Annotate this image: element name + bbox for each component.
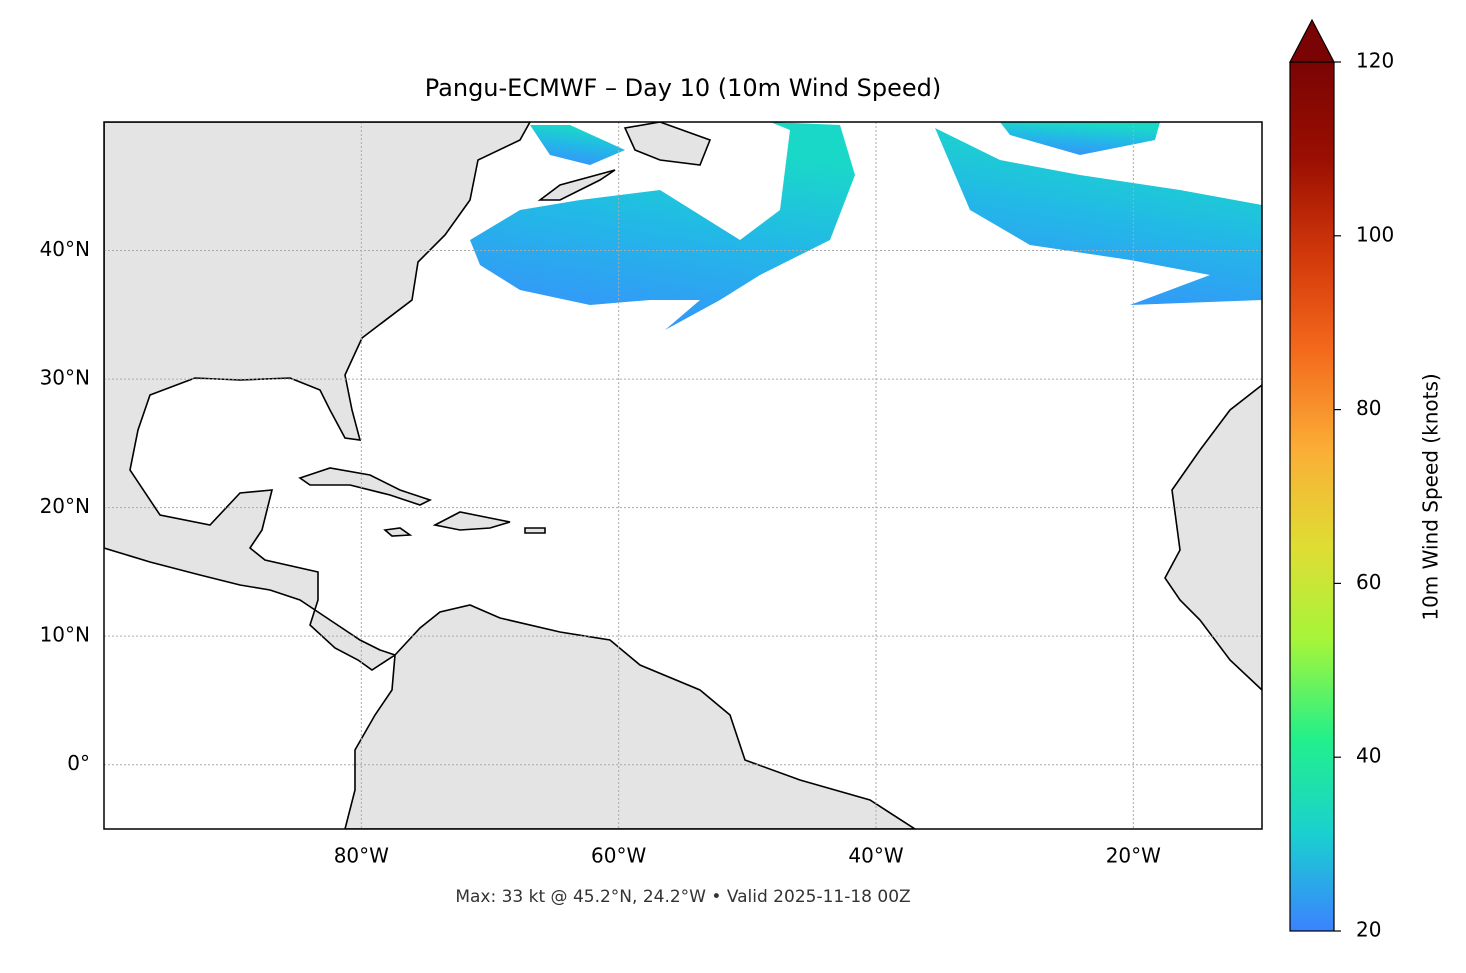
colorbar-label: 10m Wind Speed (knots) (1419, 373, 1443, 620)
x-tick-label: 60°W (591, 844, 646, 868)
y-tick-label: 20°N (40, 494, 90, 518)
wind-swath (530, 125, 625, 165)
wind-swath (470, 122, 855, 330)
map-frame (103, 121, 1263, 830)
puerto-rico (524, 527, 546, 534)
footer: Max: 33 kt @ 45.2°N, 24.2°W • Valid 2025… (455, 887, 910, 907)
y-tick-label: 10°N (40, 623, 90, 647)
colorbar-extend (1289, 18, 1335, 63)
colorbar-tick-label: 60 (1356, 570, 1381, 594)
cuba (298, 467, 433, 506)
chart-title: Pangu-ECMWF – Day 10 (10m Wind Speed) (425, 74, 941, 102)
colorbar-body (1289, 61, 1335, 932)
grid (104, 122, 1262, 829)
colorbar-tick-label: 20 (1356, 918, 1381, 942)
y-tick-label: 30°N (40, 366, 90, 390)
nova-scotia (537, 169, 616, 201)
x-tick-label: 80°W (334, 844, 389, 868)
wind-swath (1000, 122, 1160, 155)
x-tick-label: 20°W (1106, 844, 1161, 868)
x-tick-label: 40°W (848, 844, 903, 868)
hispaniola (432, 511, 511, 531)
y-tick-label: 0° (67, 751, 90, 775)
north-america (104, 122, 531, 671)
map-layers (104, 122, 1262, 829)
y-tick-label: 40°N (40, 237, 90, 261)
wind-swath (935, 128, 1262, 305)
colorbar-tick-label: 120 (1356, 49, 1394, 73)
colorbar: 20 40 60 80 100 120 (1289, 18, 1394, 942)
colorbar-tick-label: 100 (1356, 222, 1394, 246)
jamaica (383, 527, 413, 537)
south-america (344, 604, 917, 829)
colorbar-tick-label: 80 (1356, 396, 1381, 420)
colorbar-tick-label: 40 (1356, 744, 1381, 768)
newfoundland (623, 122, 712, 166)
africa (1164, 383, 1262, 692)
